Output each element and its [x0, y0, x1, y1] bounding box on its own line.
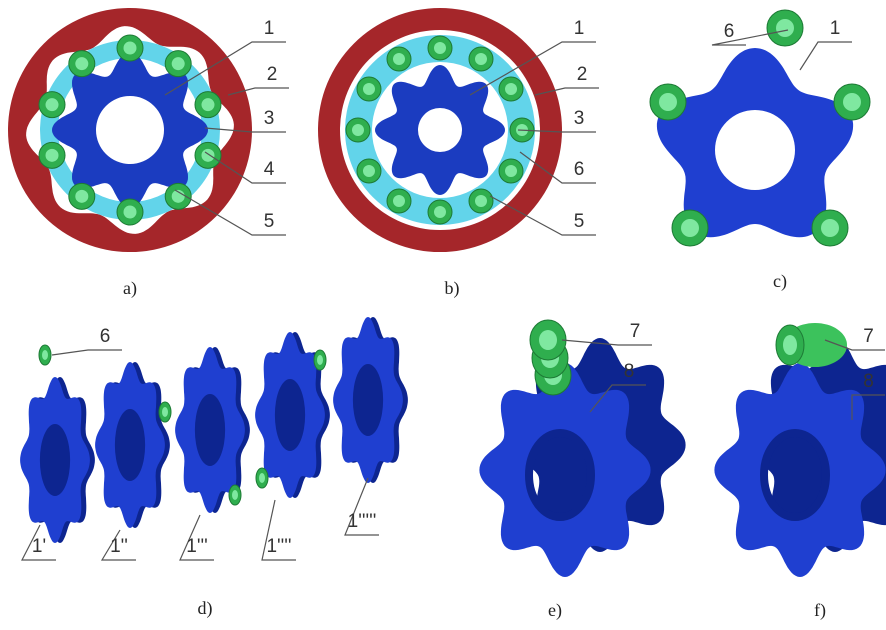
- roller-hole: [475, 195, 487, 207]
- callout-number: 1: [830, 18, 841, 39]
- roller-hole: [505, 165, 517, 177]
- roller-hole: [201, 98, 214, 111]
- callout-number: 1'': [110, 536, 128, 557]
- roller-hole: [539, 330, 557, 350]
- callout-number: 5: [574, 211, 585, 232]
- callout-number: 7: [630, 321, 641, 342]
- roller-hole: [124, 206, 137, 219]
- callout-number: 4: [264, 159, 275, 180]
- callout-number: 8: [624, 361, 635, 382]
- roller-hole: [42, 350, 48, 360]
- callout-number: 1: [574, 18, 585, 39]
- panel-label: f): [814, 600, 826, 621]
- roller-hole: [232, 490, 238, 500]
- roller-hole: [75, 190, 88, 203]
- roller-hole: [46, 98, 59, 111]
- roller-hole: [681, 219, 699, 237]
- callout-number: 2: [577, 64, 588, 85]
- roller-hole: [46, 149, 59, 162]
- leader-line: [800, 42, 852, 70]
- roller-hole: [659, 93, 677, 111]
- roller-hole: [783, 335, 797, 355]
- roller-hole: [393, 195, 405, 207]
- callout-number: 1': [32, 536, 46, 557]
- roller-hole: [843, 93, 861, 111]
- roller-hole: [776, 19, 794, 37]
- roller-hole: [363, 83, 375, 95]
- cage-ring: [345, 35, 535, 225]
- panel-label: a): [123, 278, 137, 299]
- roller-hole: [162, 407, 168, 417]
- callout-number: 1: [264, 18, 275, 39]
- cam: [657, 48, 853, 237]
- callout-number: 2: [267, 64, 278, 85]
- roller-hole: [434, 42, 446, 54]
- roller-hole: [124, 42, 137, 55]
- callout-number: 3: [574, 108, 585, 129]
- roller-hole: [317, 355, 323, 365]
- panel-label: c): [773, 271, 787, 292]
- callout-number: 1''''': [348, 511, 377, 532]
- roller-hole: [352, 124, 364, 136]
- roller-hole: [259, 473, 265, 483]
- roller-hole: [75, 57, 88, 70]
- roller-hole: [172, 57, 185, 70]
- callout-number: 5: [264, 211, 275, 232]
- callout-number: 3: [264, 108, 275, 129]
- callout-number: 6: [100, 326, 111, 347]
- roller-hole: [363, 165, 375, 177]
- leader-line: [52, 350, 122, 355]
- callout-number: 1''': [186, 536, 207, 557]
- panel-label: e): [548, 600, 562, 621]
- callout-number: 8: [863, 371, 874, 392]
- roller-hole: [505, 83, 517, 95]
- panel-label: d): [198, 598, 213, 619]
- roller-hole: [475, 53, 487, 65]
- roller-hole: [434, 206, 446, 218]
- cam: [375, 65, 505, 195]
- panel-label: b): [445, 278, 460, 299]
- callout-number: 1'''': [266, 536, 291, 557]
- roller-hole: [821, 219, 839, 237]
- callout-number: 7: [863, 326, 874, 347]
- roller-hole: [201, 149, 214, 162]
- figure: 1 2 3 4 5 a) 1 2 3 6 5 b) 6 1 c) 6 1' 1'' 1''' 1'''' 1''''' d…: [0, 0, 886, 630]
- roller-hole: [393, 53, 405, 65]
- callout-number: 6: [574, 159, 585, 180]
- callout-number: 6: [724, 21, 735, 42]
